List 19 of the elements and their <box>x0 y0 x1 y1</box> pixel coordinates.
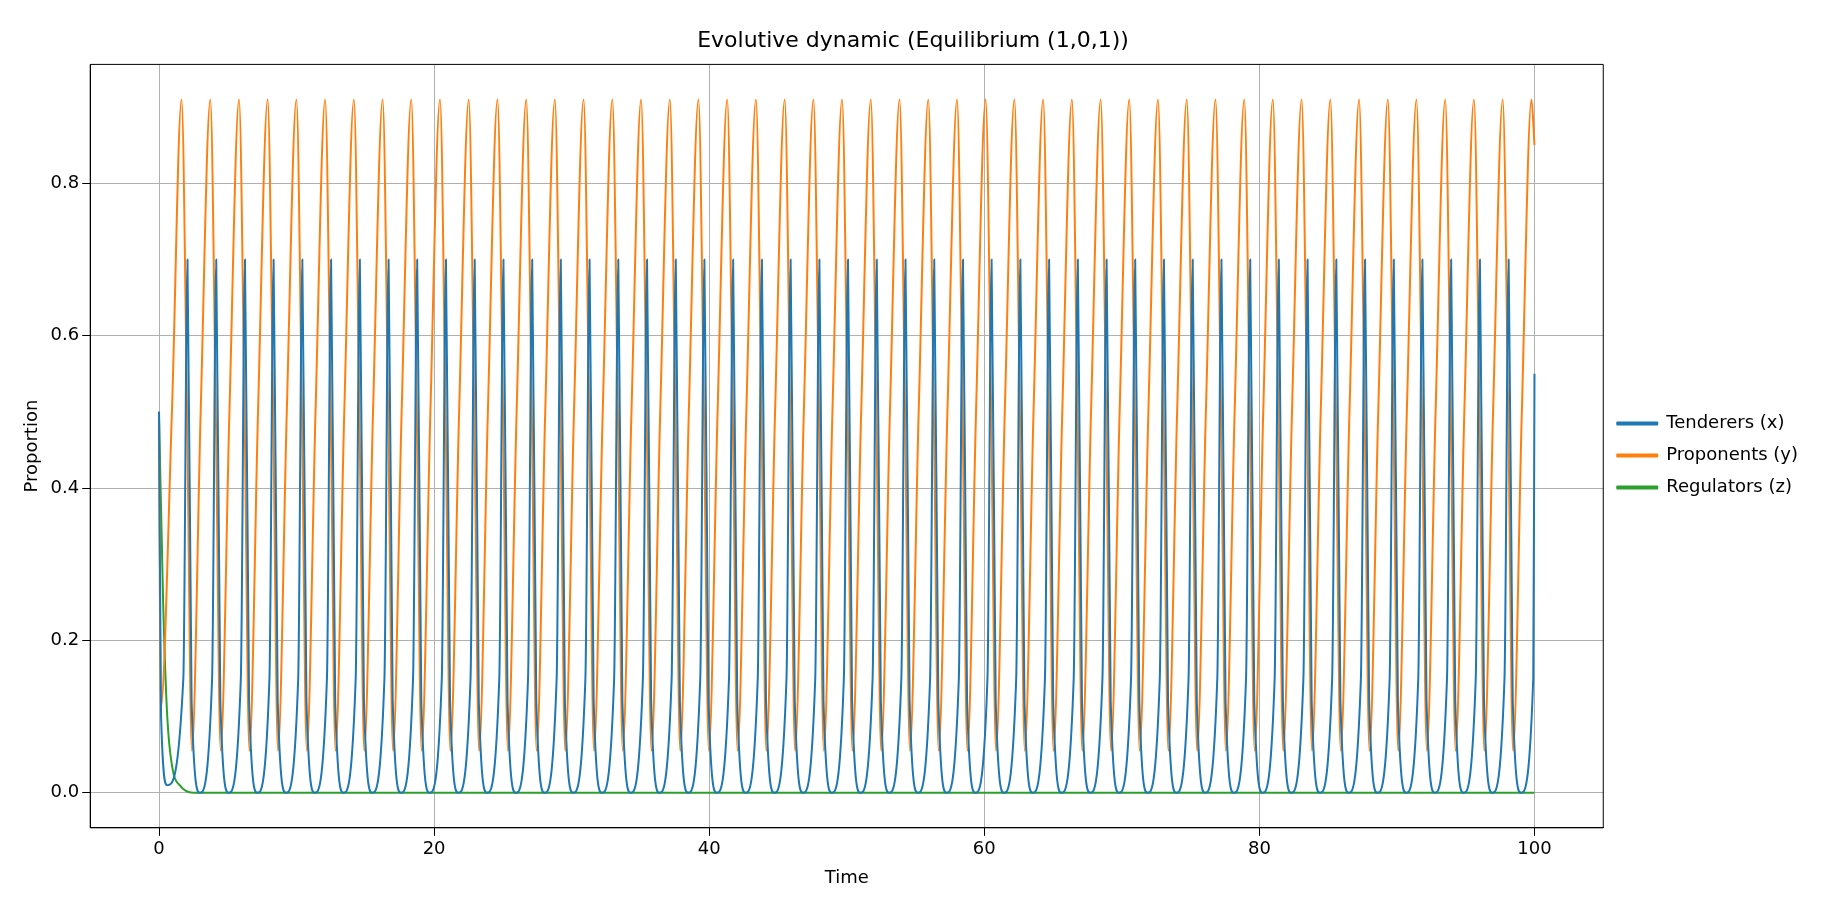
y-axis-title: Proportion <box>20 399 42 493</box>
y-tick-label: 0.6 <box>50 323 80 345</box>
x-tick-label: 100 <box>1517 837 1552 859</box>
y-tick-label: 0.8 <box>50 170 80 192</box>
x-tick-label: 60 <box>972 837 996 859</box>
line-series <box>158 258 1536 794</box>
y-tick-label: 0.2 <box>50 628 80 650</box>
x-tick-label: 80 <box>1247 837 1271 859</box>
chart-title: Evolutive dynamic (Equilibrium (1,0,1)) <box>697 26 1129 52</box>
line-series <box>158 98 1536 752</box>
x-tick-label: 0 <box>153 837 165 859</box>
y-tick-label: 0.0 <box>50 780 80 802</box>
legend-label: Proponents (y) <box>1666 443 1799 465</box>
x-axis-title: Time <box>823 865 869 887</box>
legend-label: Regulators (z) <box>1666 475 1792 497</box>
y-tick-label: 0.4 <box>50 475 80 497</box>
legend-label: Tenderers (x) <box>1665 411 1785 433</box>
x-tick-label: 20 <box>422 837 446 859</box>
x-tick-label: 40 <box>697 837 721 859</box>
